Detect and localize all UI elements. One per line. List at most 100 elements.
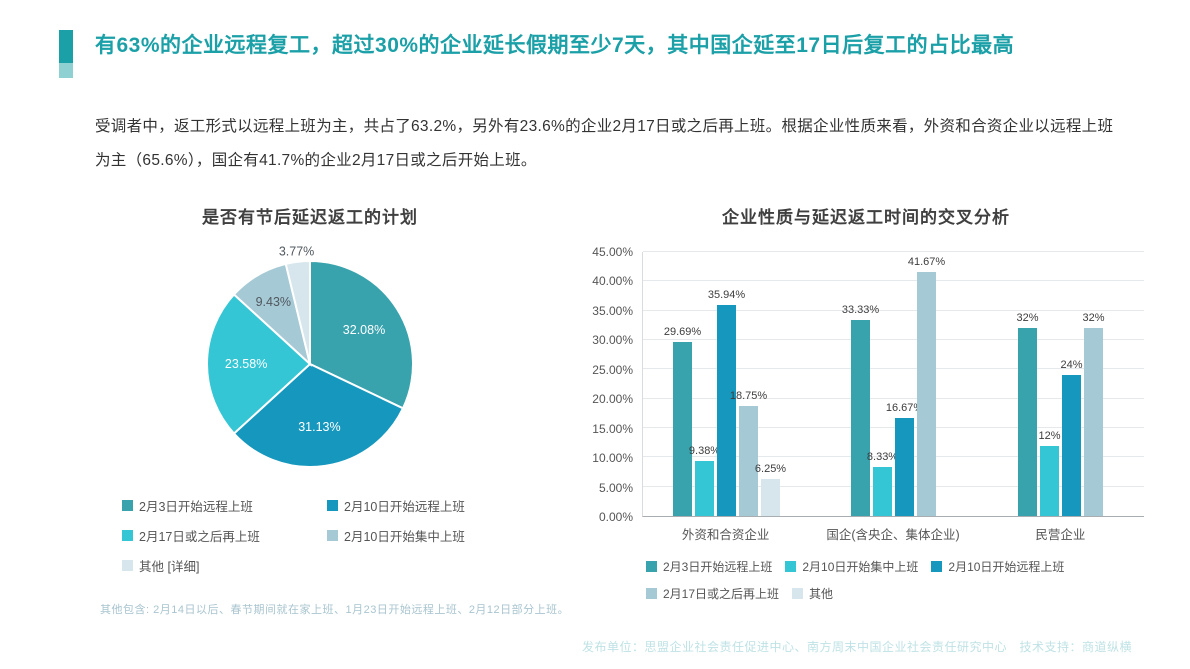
bar-legend-item: 其他 bbox=[792, 585, 833, 602]
bar-value-label: 35.94% bbox=[707, 289, 746, 302]
page-title: 有63%的企业远程复工，超过30%的企业延长假期至少7天，其中国企延至17日后复… bbox=[95, 34, 1015, 57]
pie-slice-value: 3.77% bbox=[279, 245, 314, 259]
x-axis-label: 民营企业 bbox=[1035, 528, 1086, 542]
legend-label: 其他 [详细] bbox=[139, 560, 200, 574]
bar: 18.75% bbox=[730, 390, 767, 516]
pie-footnote: 其他包含: 2月14日以后、春节期间就在家上班、1月23日开始远程上班、2月12… bbox=[100, 604, 570, 616]
bar-group: 32% 12% 24% 32% bbox=[977, 252, 1144, 516]
y-axis-tick: 35.00% bbox=[592, 303, 633, 318]
legend-label: 2月17日或之后再上班 bbox=[663, 587, 780, 601]
bar-value-label: 16.67% bbox=[885, 402, 924, 415]
pie-slice-4 bbox=[284, 259, 311, 365]
intro-paragraph: 受调者中，返工形式以远程上班为主，共占了63.2%，另外有23.6%的企业2月1… bbox=[95, 118, 1114, 170]
title-accent-bar-dark bbox=[59, 30, 73, 63]
pie-slice-value: 23.58% bbox=[225, 357, 267, 371]
title-accent-bar-light bbox=[59, 63, 73, 78]
gridline bbox=[643, 280, 1144, 282]
bar: 35.94% bbox=[708, 289, 745, 516]
pie-slice-2 bbox=[206, 293, 312, 435]
gridline bbox=[643, 427, 1144, 428]
bar: 33.33% bbox=[842, 304, 879, 516]
title-accent-bar bbox=[59, 30, 73, 78]
bar: 6.25% bbox=[755, 463, 786, 516]
legend-label: 2月3日开始远程上班 bbox=[663, 560, 773, 574]
bar-value-label: 41.67% bbox=[907, 255, 946, 268]
gridline bbox=[643, 397, 1144, 399]
x-axis-label: 外资和合资企业 bbox=[681, 528, 770, 542]
pie-chart-wrap: 32.08% 31.13% 23.58% 9.43% 3.77% bbox=[60, 236, 560, 486]
legend-swatch bbox=[785, 561, 797, 572]
bar-group: 29.69% 9.38% 35.94% 18.75% 6.25% bbox=[643, 252, 810, 516]
pie-slice-value: 31.13% bbox=[298, 420, 340, 434]
gridline bbox=[643, 251, 1144, 252]
bar: 32% bbox=[1016, 312, 1039, 516]
bar: 29.69% bbox=[664, 326, 701, 516]
gridline bbox=[643, 368, 1144, 370]
pie-legend: 2月3日开始远程上班 2月10日开始远程上班 2月17日或之后再上班 2月10日开始集… bbox=[122, 496, 560, 575]
pie-legend-item: 2月17日或之后再上班 bbox=[122, 526, 327, 545]
header: 有63%的企业远程复工，超过30%的企业延长假期至少7天，其中国企延至17日后复… bbox=[59, 30, 1130, 78]
x-axis-labels: 外资和合资企业 国企(含央企、集体企业) 民营企业 bbox=[642, 524, 1144, 543]
legend-swatch bbox=[122, 560, 133, 571]
gridline bbox=[643, 339, 1144, 340]
gridline bbox=[643, 456, 1144, 458]
x-axis-label: 国企(含央企、集体企业) bbox=[826, 528, 960, 542]
bar-value-label: 32% bbox=[1016, 312, 1039, 325]
y-axis-tick: 30.00% bbox=[592, 333, 633, 348]
pie-legend-item: 2月10日开始集中上班 bbox=[327, 526, 532, 545]
bar: 16.67% bbox=[886, 402, 923, 516]
pie-slice-value: 32.08% bbox=[343, 323, 385, 337]
legend-swatch bbox=[931, 561, 943, 572]
pie-slice-value: 9.43% bbox=[256, 295, 291, 309]
legend-label: 其他 bbox=[809, 587, 834, 601]
gridline bbox=[643, 309, 1144, 311]
bar-value-label: 8.33% bbox=[866, 451, 899, 464]
legend-label: 2月10日开始集中上班 bbox=[802, 560, 919, 574]
pie-slice-1 bbox=[232, 362, 405, 468]
pie-legend-item: 2月3日开始远程上班 bbox=[122, 496, 327, 515]
gridline bbox=[643, 485, 1144, 487]
y-axis-tick: 40.00% bbox=[592, 274, 633, 289]
pie-legend-item: 其他 [详细] bbox=[122, 556, 327, 575]
y-axis: 0.00% 5.00% 10.00% 15.00% 20.00% 25.00% 30.00%… bbox=[588, 245, 642, 524]
legend-swatch bbox=[327, 530, 338, 541]
y-axis-tick: 10.00% bbox=[592, 451, 633, 466]
bar: 8.33% bbox=[867, 451, 898, 516]
bar-value-label: 29.69% bbox=[663, 325, 702, 338]
bar-legend-item: 2月10日开始集中上班 bbox=[785, 558, 918, 575]
bar: 24% bbox=[1060, 359, 1083, 516]
bar-legend-item: 2月3日开始远程上班 bbox=[646, 558, 772, 575]
bar-legend-item: 2月10日开始远程上班 bbox=[931, 558, 1064, 575]
legend-label: 2月10日开始远程上班 bbox=[344, 500, 465, 514]
bar-value-label: 32% bbox=[1082, 312, 1105, 325]
y-axis-tick: 25.00% bbox=[592, 362, 633, 377]
pie-chart: 32.08% 31.13% 23.58% 9.43% 3.77% bbox=[206, 245, 414, 468]
bar-value-label: 33.33% bbox=[841, 304, 880, 317]
legend-label: 2月17日或之后再上班 bbox=[139, 530, 260, 544]
pie-chart-title: 是否有节后延迟返工的计划 bbox=[202, 208, 418, 227]
y-axis-tick: 5.00% bbox=[598, 480, 633, 495]
bar-value-label: 9.38% bbox=[688, 444, 721, 457]
bar: 32% bbox=[1082, 312, 1105, 516]
pie-slice-0 bbox=[309, 259, 414, 410]
legend-swatch bbox=[122, 530, 133, 541]
legend-swatch bbox=[646, 588, 657, 599]
y-axis-tick: 15.00% bbox=[592, 421, 633, 436]
pie-chart-section: 是否有节后延迟返工的计划 32.08% 31.13% 23.58% 9.43% 3.77… bbox=[60, 203, 560, 575]
legend-label: 2月3日开始远程上班 bbox=[139, 500, 253, 514]
bar-chart-title: 企业性质与延迟返工时间的交叉分析 bbox=[722, 208, 1010, 227]
bar-value-label: 18.75% bbox=[729, 390, 768, 402]
legend-swatch bbox=[792, 588, 804, 599]
plot-area: 29.69% 9.38% 35.94% 18.75% 6.25% 33.33% 8.33% 1… bbox=[642, 251, 1144, 517]
bar-group: 33.33% 8.33% 16.67% 41.67% bbox=[810, 252, 977, 516]
legend-swatch bbox=[327, 500, 338, 511]
bar-value-label: 6.25% bbox=[754, 463, 787, 476]
bar-value-label: 24% bbox=[1060, 359, 1083, 372]
bar-legend: 2月3日开始远程上班 2月10日开始集中上班 2月10日开始远程上班 2月17日或之后… bbox=[646, 558, 1144, 602]
bar-legend-item: 2月17日或之后再上班 bbox=[646, 585, 779, 602]
bar: 12% bbox=[1038, 430, 1061, 516]
y-axis-tick: 45.00% bbox=[592, 245, 633, 259]
bar-chart-section: 企业性质与延迟返工时间的交叉分析 0.00% 5.00% 10.00% 15.00% 2… bbox=[588, 203, 1144, 602]
legend-label: 2月10日开始远程上班 bbox=[948, 560, 1065, 574]
